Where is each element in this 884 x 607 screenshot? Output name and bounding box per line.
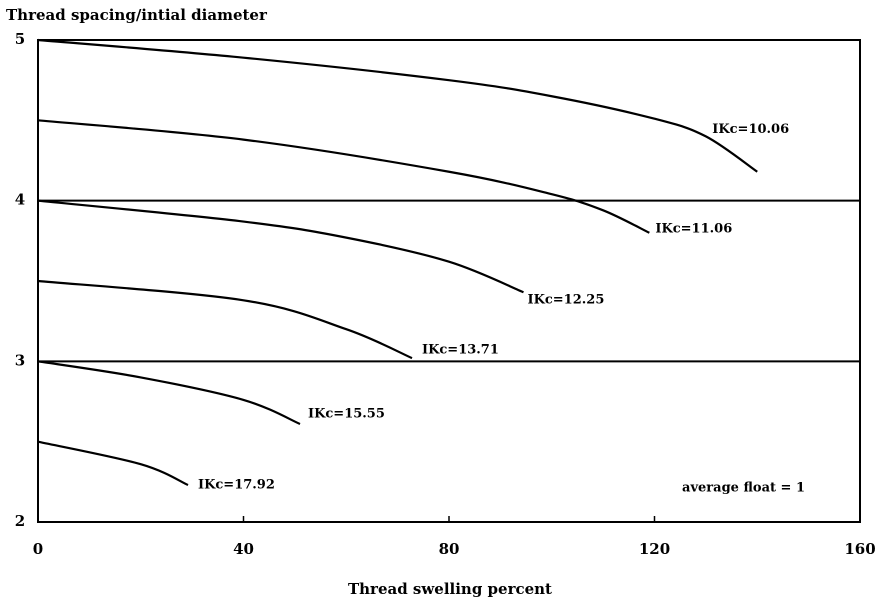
y-tick-label: 2	[15, 512, 25, 530]
annotation: average float = 1	[682, 481, 805, 496]
plot-frame	[37, 39, 861, 523]
series-label: IKc=17.92	[198, 478, 275, 493]
chart-title: Thread spacing/intial diameter	[6, 6, 268, 24]
line	[37, 360, 301, 426]
line	[37, 199, 524, 294]
line	[37, 119, 650, 234]
x-axis-label: Thread swelling percent	[348, 580, 552, 598]
y-tick-label: 5	[15, 30, 25, 48]
x-tick-label: 40	[233, 540, 254, 558]
series-label: IKc=12.25	[527, 293, 604, 308]
series-label: IKc=15.55	[308, 406, 385, 421]
series-label: IKc=10.06	[712, 122, 789, 137]
line	[37, 38, 758, 173]
x-tick-label: 160	[844, 540, 875, 558]
x-tick-label: 120	[639, 540, 670, 558]
y-tick-label: 4	[15, 191, 25, 209]
x-tick-label: 0	[33, 540, 43, 558]
series-label: IKc=11.06	[655, 221, 732, 236]
line	[37, 279, 413, 360]
line	[37, 440, 189, 487]
x-tick-label: 80	[439, 540, 460, 558]
series-label: IKc=13.71	[422, 343, 499, 358]
y-tick-label: 3	[15, 351, 25, 369]
